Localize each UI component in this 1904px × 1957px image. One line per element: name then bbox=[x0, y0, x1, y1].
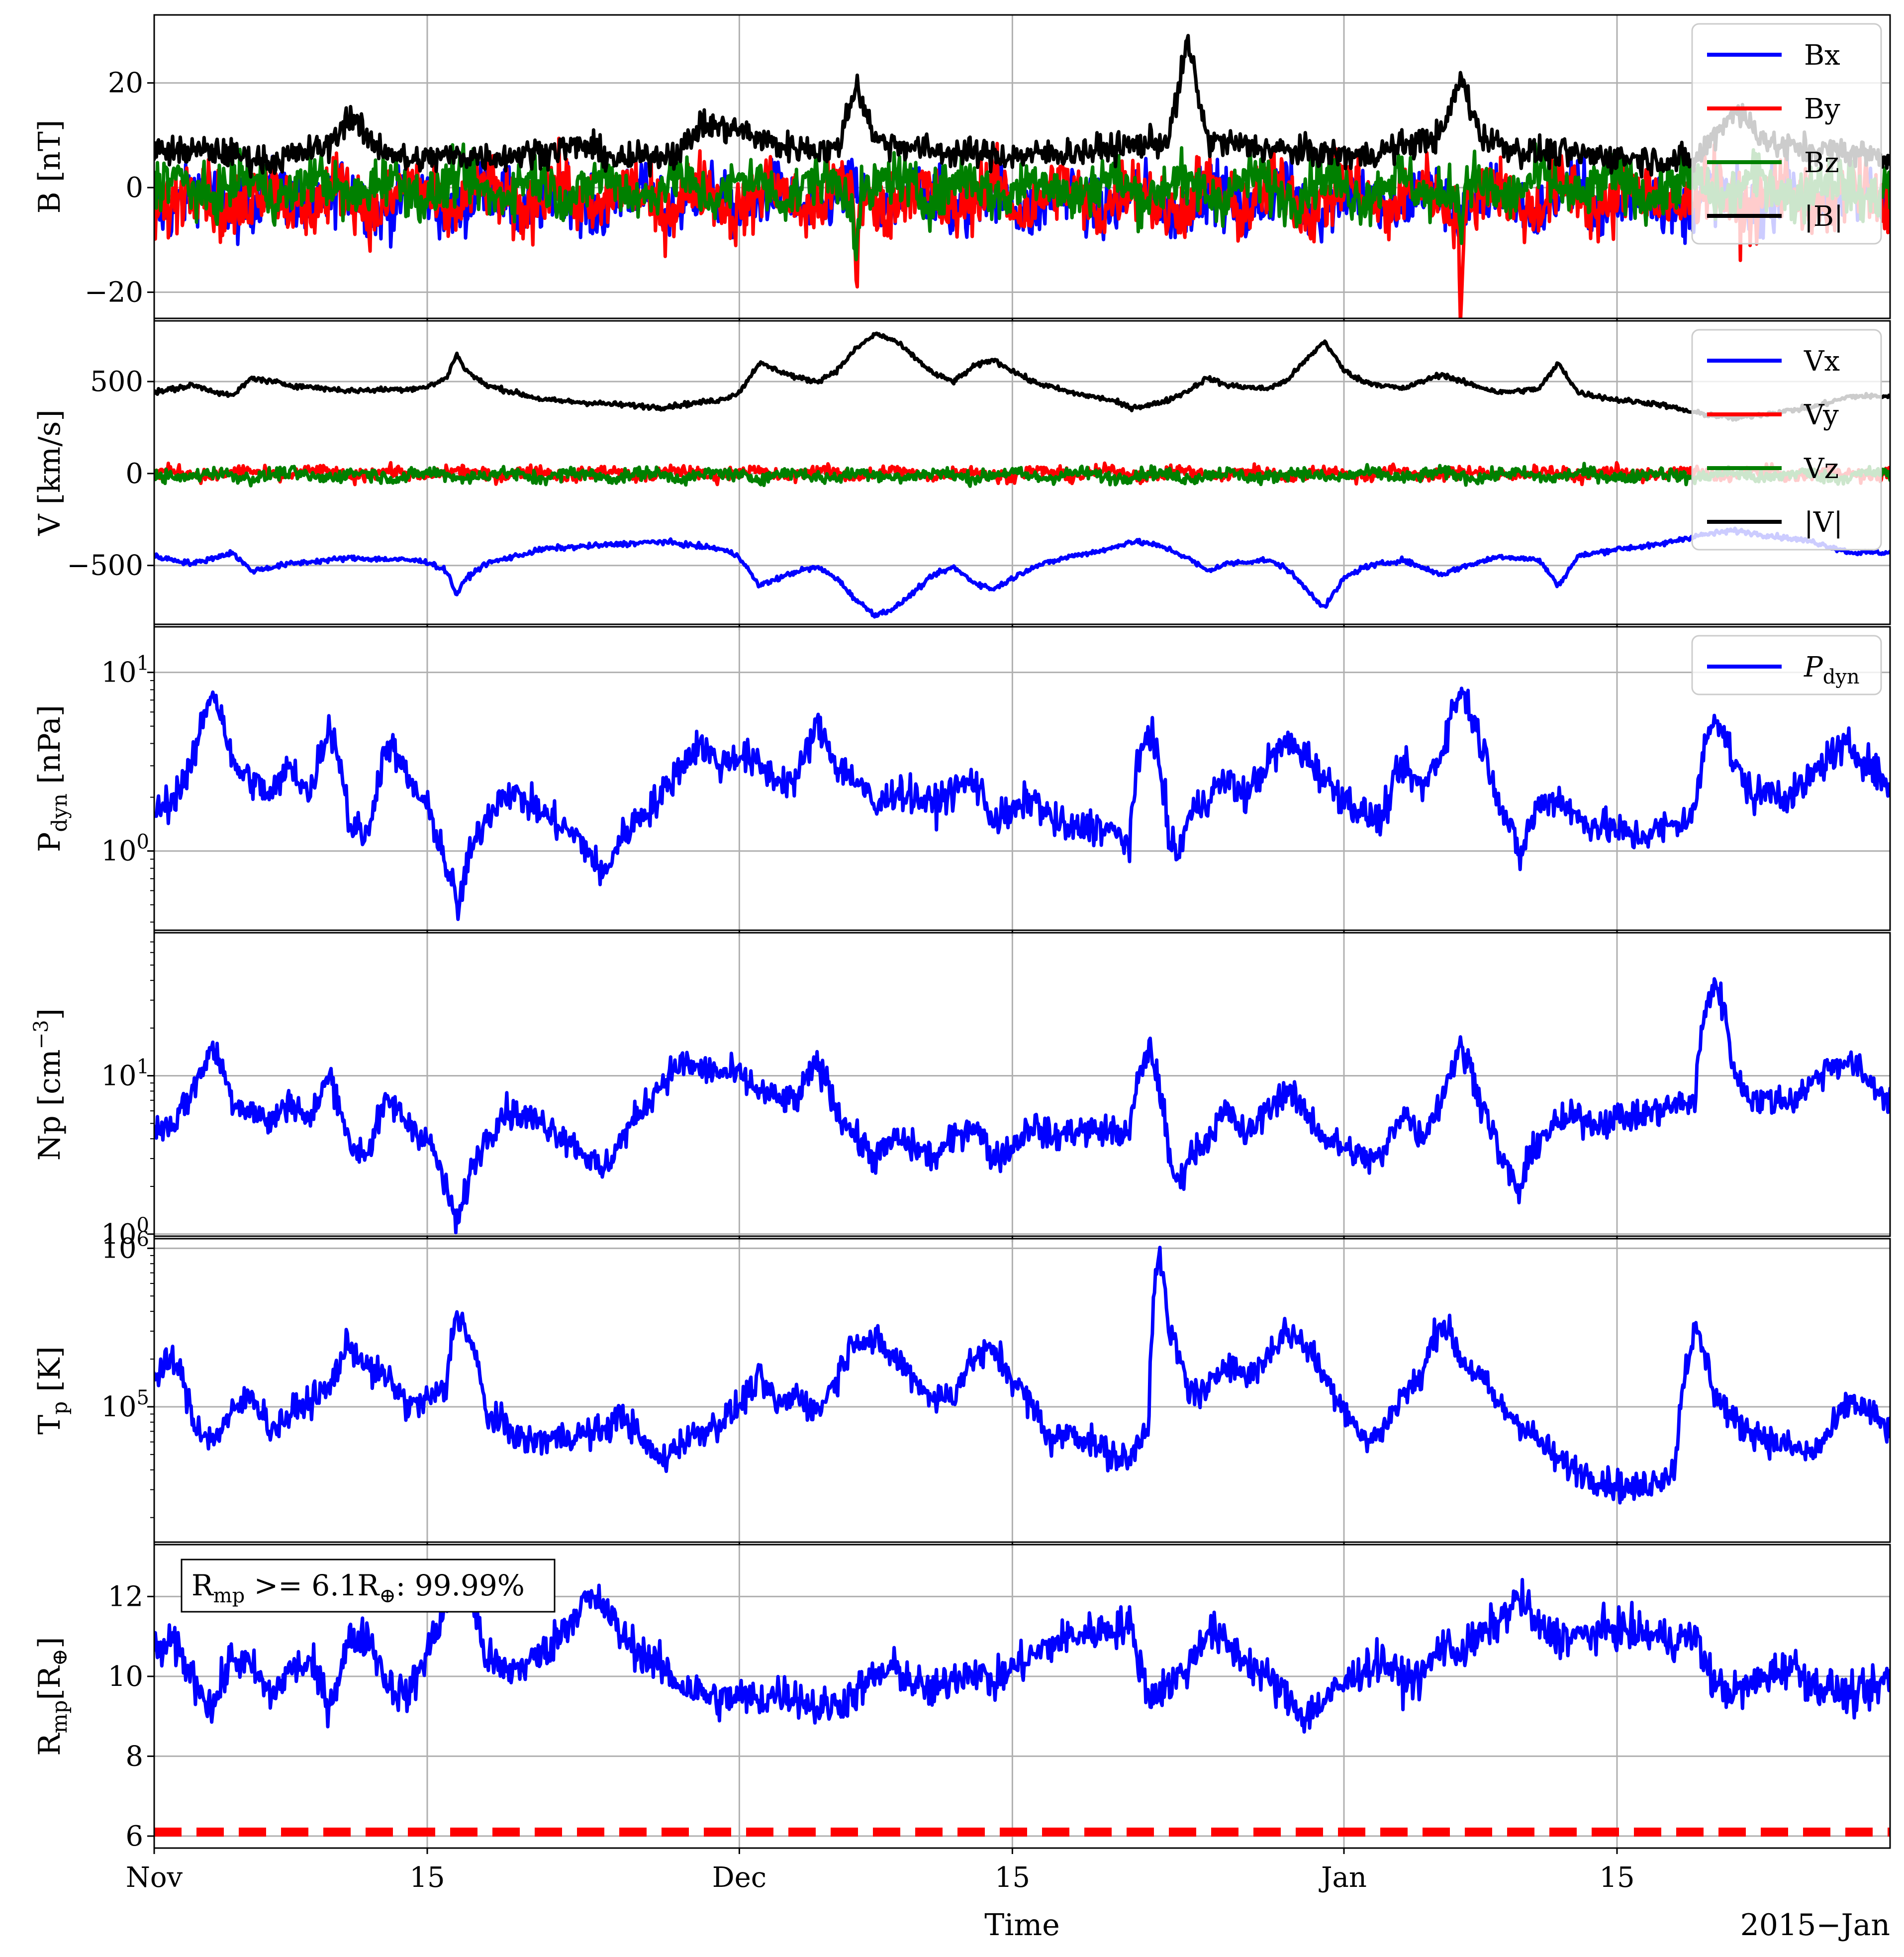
legend-entry: Vy bbox=[1804, 399, 1839, 431]
x-tick-label: Jan bbox=[1319, 1861, 1367, 1894]
axes-frame bbox=[153, 320, 1891, 625]
axes-frame bbox=[153, 14, 1891, 319]
panel-V: −500 0 500 V [km/s] Vx Vy Vz |V| bbox=[32, 320, 1891, 630]
legend: Pdyn bbox=[1691, 635, 1882, 695]
panel-B: −20 0 20 B [nT] Bx By Bz |B| bbox=[32, 14, 1891, 324]
series-pdyn bbox=[154, 686, 1890, 921]
x-tick-label: Dec bbox=[712, 1861, 766, 1894]
y-tick-label: 20 bbox=[108, 67, 143, 99]
y-tick-label: 10 bbox=[108, 1661, 143, 1693]
y-tick-label: 100 bbox=[101, 1214, 149, 1251]
axes-frame bbox=[153, 1544, 1891, 1849]
series-bz bbox=[154, 142, 1890, 262]
legend: Bx By Bz |B| bbox=[1691, 23, 1882, 245]
legend-entry: |B| bbox=[1804, 200, 1843, 233]
y-axis-label: Rmp[R⊕] bbox=[32, 1637, 72, 1756]
y-tick-label: 0 bbox=[125, 458, 143, 490]
y-tick-label: 6 bbox=[125, 1820, 143, 1853]
legend-entry: Vz bbox=[1804, 453, 1839, 485]
x-axis-label: Time bbox=[984, 1908, 1060, 1943]
x-tick-label: Nov bbox=[126, 1861, 183, 1894]
x-axis-offset-label: 2015−Jan bbox=[1740, 1908, 1890, 1943]
y-tick-label: −500 bbox=[67, 550, 143, 582]
legend-entry: Bz bbox=[1804, 147, 1839, 179]
x-tick-label: 15 bbox=[1599, 1861, 1634, 1894]
y-tick-label: 0 bbox=[125, 172, 143, 204]
x-tick-label: 15 bbox=[409, 1861, 445, 1894]
axes-frame bbox=[153, 626, 1891, 931]
series-np bbox=[154, 977, 1890, 1235]
y-axis-label: V [km/s] bbox=[32, 409, 67, 536]
y-tick-label: 12 bbox=[108, 1580, 143, 1613]
y-tick-label: −20 bbox=[85, 276, 143, 308]
series-vz bbox=[154, 462, 1890, 488]
y-tick-label: 8 bbox=[125, 1740, 143, 1772]
y-tick-label: 500 bbox=[90, 366, 143, 398]
x-tick-label: 15 bbox=[995, 1861, 1030, 1894]
legend-entry: Bx bbox=[1804, 39, 1840, 72]
series-v bbox=[154, 331, 1890, 422]
legend: Vx Vy Vz |V| bbox=[1691, 329, 1882, 551]
legend-entry: By bbox=[1804, 93, 1840, 125]
annotation-text: Rmp >= 6.1R⊕: 99.99% bbox=[191, 1568, 525, 1607]
y-axis-label: B [nT] bbox=[32, 120, 67, 214]
y-axis-label: Tp [K] bbox=[32, 1346, 72, 1435]
legend-entry: Vx bbox=[1804, 345, 1840, 378]
annotation-box: Rmp >= 6.1R⊕: 99.99% bbox=[181, 1559, 556, 1613]
panel-Rmp: 6 8 10 12 Rmp[R⊕] Rmp >= 6.1R⊕: 99.99% bbox=[32, 1544, 1891, 1854]
axes-frame bbox=[153, 932, 1891, 1237]
series-tp bbox=[154, 1246, 1890, 1505]
series-b bbox=[154, 34, 1890, 179]
series-vx bbox=[154, 526, 1890, 619]
legend-entry: |V| bbox=[1804, 506, 1843, 539]
axes-frame bbox=[153, 1238, 1891, 1543]
